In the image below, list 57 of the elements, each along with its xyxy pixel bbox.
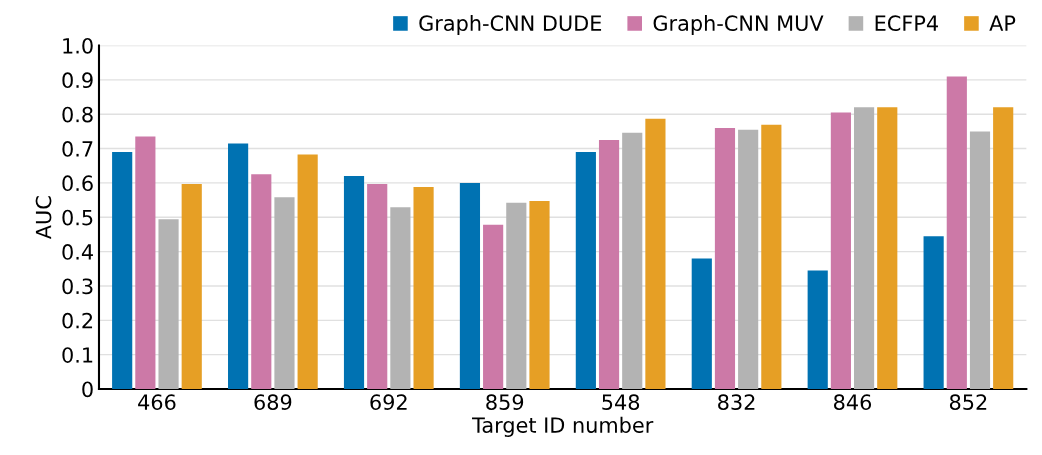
- bar: [969, 131, 991, 390]
- bar: [135, 136, 156, 390]
- bar: [228, 143, 249, 390]
- y-tick-label: 0.3: [62, 278, 93, 295]
- bar: [343, 176, 365, 390]
- bar: [923, 236, 944, 390]
- bar: [993, 107, 1014, 390]
- bar: [598, 139, 620, 390]
- y-axis-title: AUC: [35, 196, 52, 240]
- x-tick-label: 548: [602, 394, 640, 411]
- legend-label: Graph-CNN MUV: [653, 14, 824, 36]
- y-tick-label: 0.1: [62, 347, 93, 363]
- y-tick-label: 0.6: [62, 175, 93, 192]
- x-tick-label: 832: [718, 394, 755, 411]
- x-tick-label: 846: [834, 394, 872, 411]
- y-tick-label: 0: [82, 381, 93, 398]
- bar: [575, 151, 596, 390]
- bar: [112, 151, 133, 390]
- x-tick-label: 852: [949, 394, 987, 411]
- bar: [622, 132, 643, 390]
- bar: [830, 112, 851, 390]
- bar: [738, 129, 759, 390]
- y-tick-label: 0.5: [62, 209, 93, 226]
- bar: [853, 107, 875, 390]
- y-tick-label: 0.4: [62, 244, 93, 260]
- bar: [506, 202, 527, 390]
- y-tick-label: 0.8: [62, 106, 93, 123]
- bar: [946, 76, 967, 390]
- legend-label: AP: [989, 15, 1016, 31]
- bar: [251, 174, 272, 390]
- bar: [877, 107, 898, 390]
- bar: [529, 201, 550, 390]
- bar: [297, 154, 318, 390]
- bar: [274, 197, 295, 390]
- x-tick-label: 689: [254, 394, 292, 411]
- bar: [367, 183, 388, 390]
- bar: [761, 124, 782, 390]
- bar: [691, 258, 712, 390]
- bar: [158, 219, 179, 390]
- y-tick-label: 0.9: [62, 72, 93, 89]
- bar: [390, 207, 411, 390]
- bar: [413, 187, 434, 390]
- x-axis-title: Target ID number: [472, 416, 654, 437]
- x-tick-label: 859: [486, 394, 524, 411]
- legend-label: Graph-CNN DUDE: [419, 14, 602, 36]
- x-tick-label: 466: [138, 394, 176, 411]
- bar: [645, 118, 666, 390]
- bar: [483, 224, 504, 390]
- bar: [807, 270, 828, 390]
- x-tick-label: 692: [370, 394, 407, 411]
- y-tick-label: 0.7: [62, 141, 93, 157]
- bar: [714, 127, 736, 390]
- bar: [181, 183, 202, 390]
- y-tick-label: 0.2: [62, 312, 93, 329]
- legend-label: ECFP4: [875, 15, 938, 32]
- y-tick-label: 1.0: [63, 37, 93, 54]
- bar: [459, 182, 481, 390]
